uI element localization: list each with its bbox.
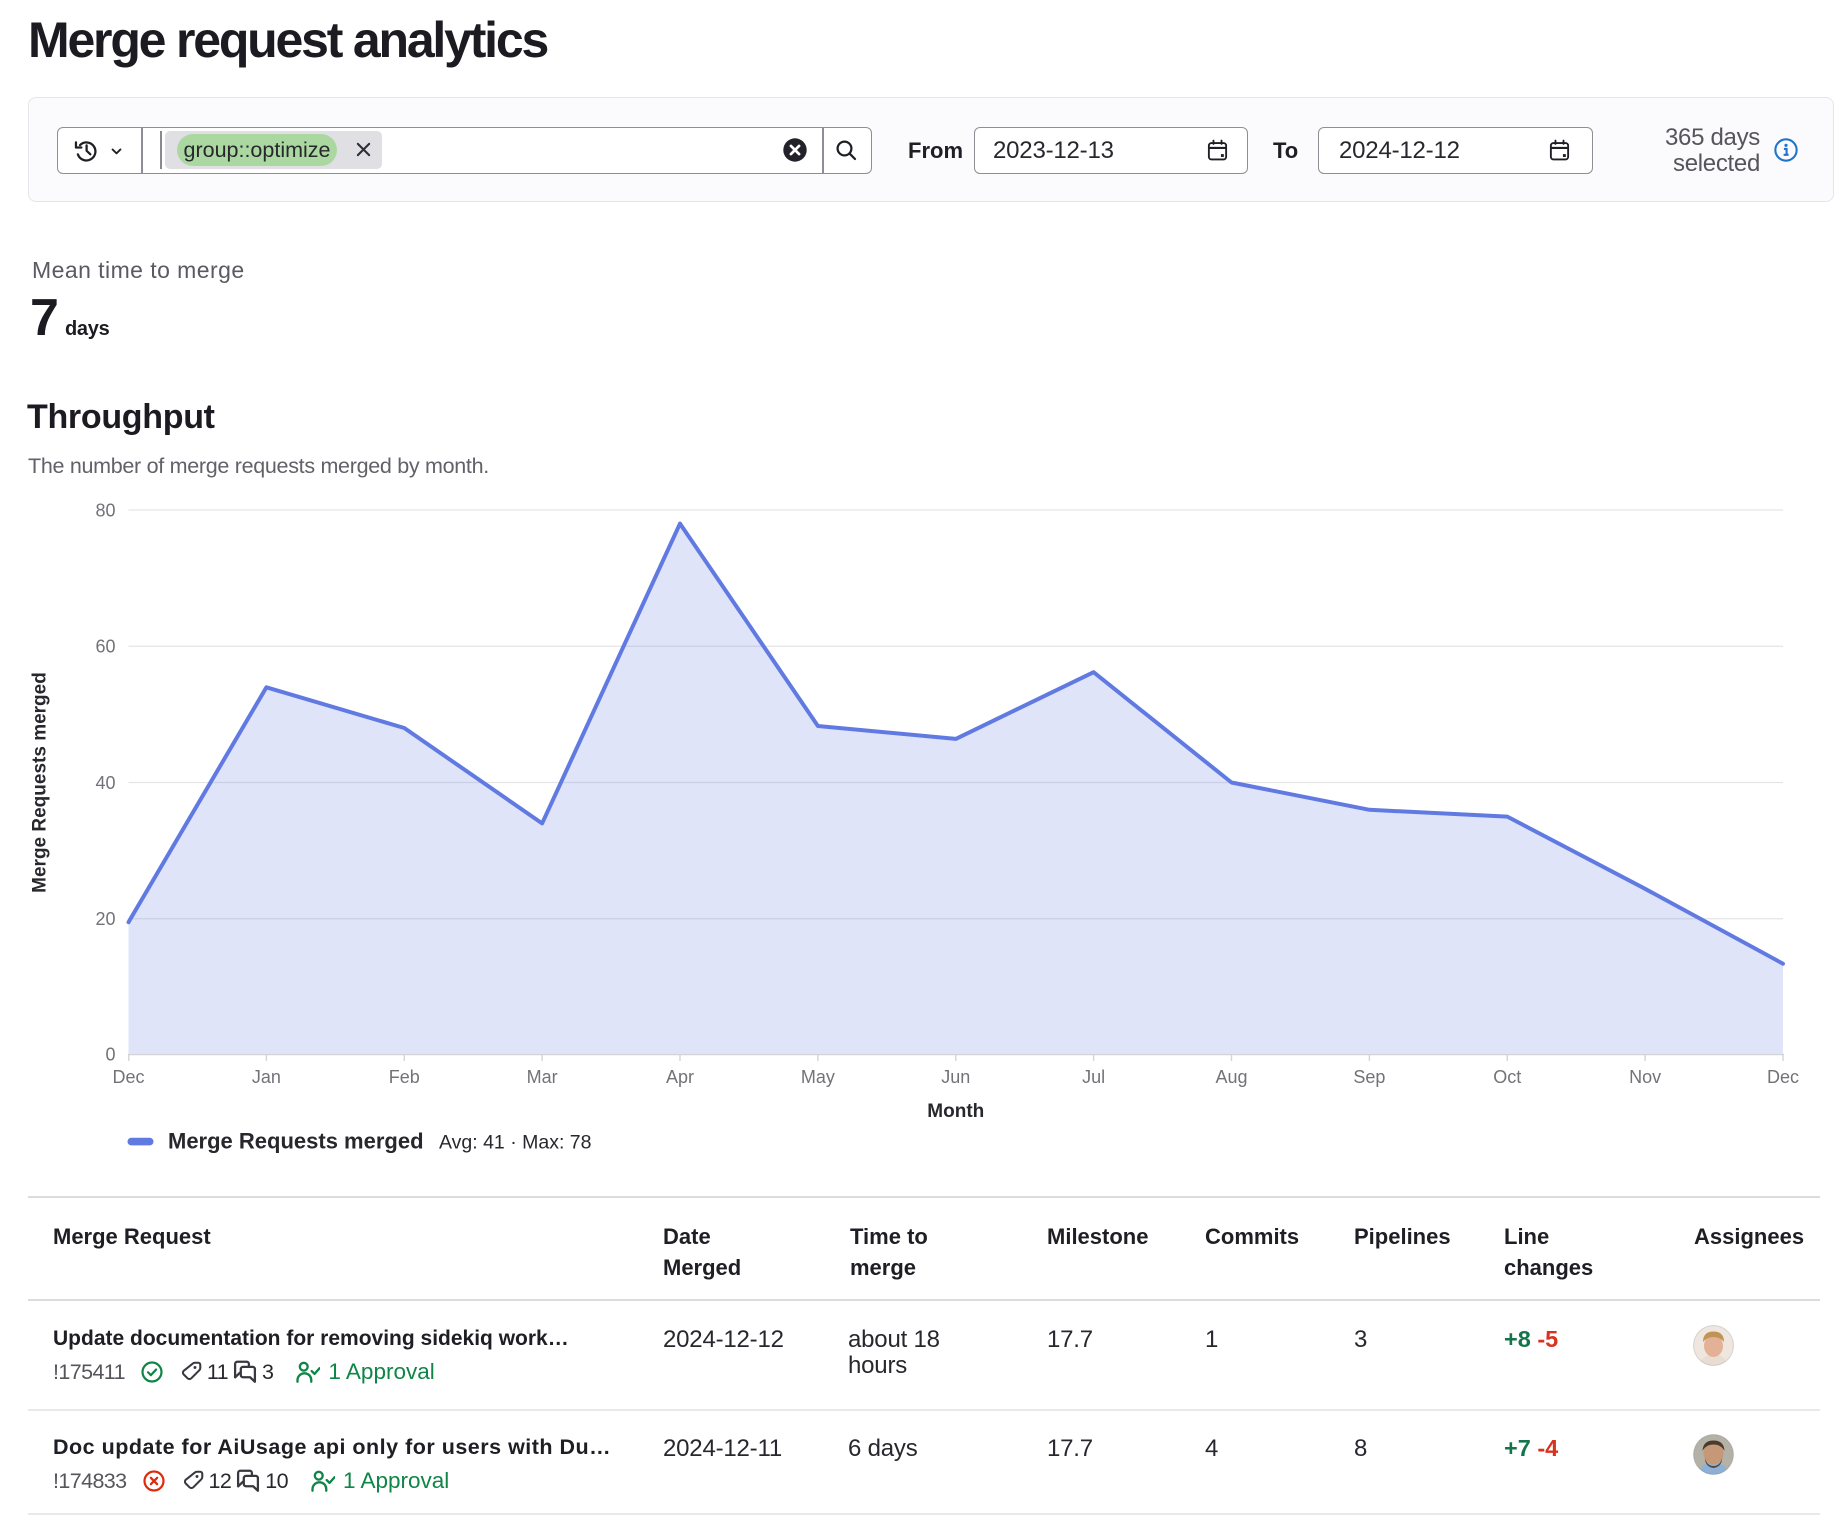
svg-text:May: May <box>801 1067 835 1087</box>
svg-text:Oct: Oct <box>1493 1067 1521 1087</box>
svg-text:0: 0 <box>105 1045 115 1065</box>
svg-text:80: 80 <box>95 500 115 520</box>
svg-text:Avg: 41 · Max: 78: Avg: 41 · Max: 78 <box>439 1132 591 1154</box>
svg-text:Dec: Dec <box>112 1067 144 1087</box>
svg-text:Mar: Mar <box>527 1067 558 1087</box>
svg-text:Jul: Jul <box>1082 1067 1105 1087</box>
svg-text:Merge Requests merged: Merge Requests merged <box>30 672 51 893</box>
svg-text:Apr: Apr <box>666 1067 694 1087</box>
svg-text:Sep: Sep <box>1353 1067 1385 1087</box>
svg-text:Jun: Jun <box>941 1067 970 1087</box>
svg-text:40: 40 <box>95 773 115 793</box>
svg-text:Month: Month <box>927 1101 984 1122</box>
svg-text:Jan: Jan <box>252 1067 281 1087</box>
svg-text:Feb: Feb <box>389 1067 420 1087</box>
svg-text:Dec: Dec <box>1767 1067 1799 1087</box>
svg-text:20: 20 <box>95 909 115 929</box>
svg-text:60: 60 <box>95 637 115 657</box>
svg-text:Nov: Nov <box>1629 1067 1661 1087</box>
svg-text:Merge Requests merged: Merge Requests merged <box>168 1129 424 1154</box>
svg-text:Aug: Aug <box>1215 1067 1247 1087</box>
